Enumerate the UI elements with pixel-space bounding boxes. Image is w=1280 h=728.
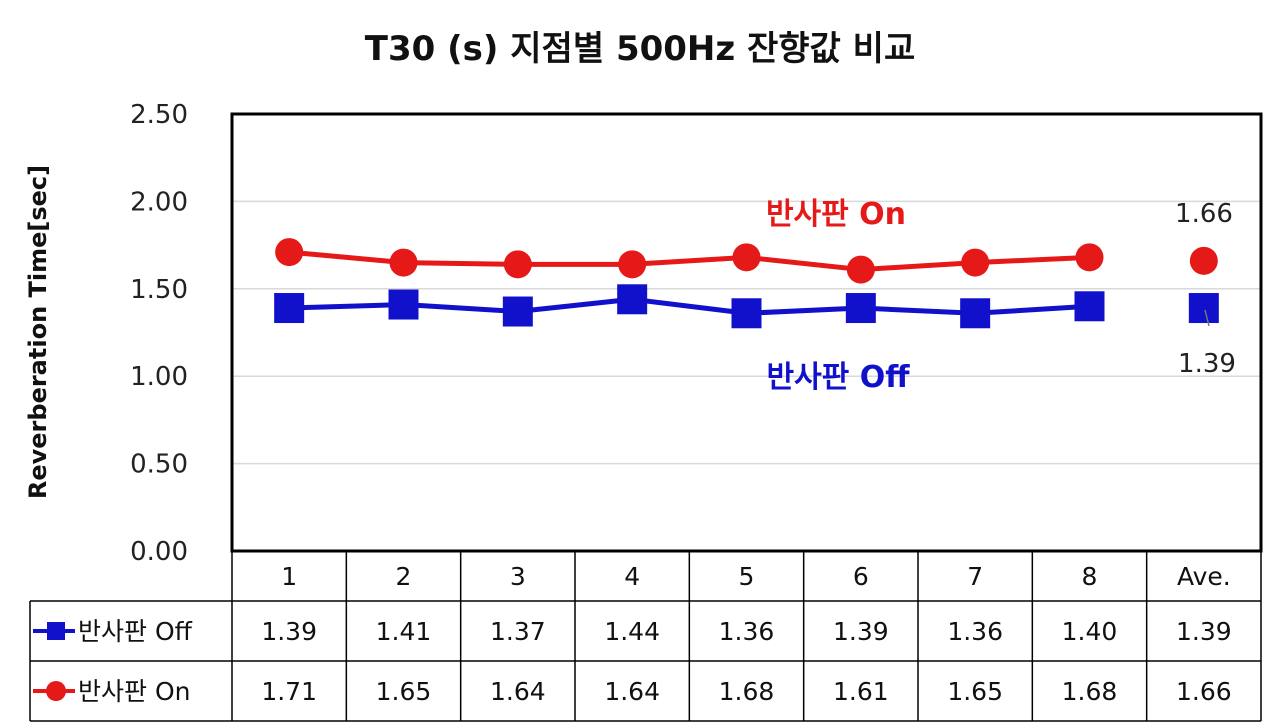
- series-annotation-off: 반사판 Off: [766, 360, 910, 395]
- x-tick-label: 1: [281, 562, 297, 591]
- table-cell: 1.66: [1176, 677, 1232, 706]
- y-tick-label: 2.00: [130, 187, 188, 217]
- series-layer: [274, 238, 1219, 329]
- data-point-circle: [503, 250, 532, 279]
- y-axis-label: Reverberation Time[sec]: [24, 165, 52, 499]
- data-point-square: [274, 293, 305, 324]
- table-cell: 1.39: [261, 617, 317, 646]
- x-tick-label: 4: [624, 562, 640, 591]
- table-cell: 1.64: [490, 677, 546, 706]
- data-point-square: [617, 284, 648, 315]
- legend-key-square: [47, 622, 65, 640]
- y-tick-label: 0.00: [130, 537, 188, 567]
- data-point-circle: [389, 248, 418, 277]
- data-point-square: [388, 289, 419, 320]
- table-cell: 1.61: [833, 677, 889, 706]
- table-cell: 1.41: [376, 617, 432, 646]
- legend-key-circle: [46, 681, 66, 701]
- data-point-square: [960, 298, 991, 329]
- data-point-square: [731, 298, 762, 329]
- table-cell: 1.36: [719, 617, 775, 646]
- data-point-circle: [1075, 243, 1104, 272]
- ave-off-leader-line: [1204, 309, 1210, 327]
- table-cell: 1.71: [261, 677, 317, 706]
- ave-on-data-label: 1.66: [1175, 199, 1233, 229]
- table-cell: 1.40: [1062, 617, 1118, 646]
- y-tick-labels: 0.00 0.50 1.00 1.50 2.00 2.50: [130, 100, 188, 567]
- legend-label: 반사판 On: [78, 677, 190, 706]
- series-annotation-on: 반사판 On: [766, 197, 906, 232]
- data-point-circle: [961, 248, 990, 277]
- x-tick-label: 6: [853, 562, 869, 591]
- table-cell: 1.39: [833, 617, 889, 646]
- plot-area-frame: [230, 112, 1263, 553]
- x-tick-label: 3: [510, 562, 526, 591]
- ave-off-data-label: 1.39: [1178, 349, 1236, 379]
- table-cell: 1.65: [376, 677, 432, 706]
- table-cell: 1.44: [604, 617, 660, 646]
- series-line-0: [289, 296, 1090, 316]
- table-cell: 1.68: [1062, 677, 1118, 706]
- x-tick-label: 2: [396, 562, 412, 591]
- table-cell: 1.39: [1176, 617, 1232, 646]
- data-point-circle: [1189, 246, 1218, 275]
- series-line-1: [288, 249, 1090, 273]
- data-point-square: [845, 293, 876, 324]
- y-tick-label: 0.50: [130, 450, 188, 480]
- data-point-circle: [275, 238, 304, 267]
- legend-label: 반사판 Off: [78, 617, 193, 646]
- chart-title: T30 (s) 지점별 500Hz 잔향값 비교: [365, 29, 915, 69]
- table-cell: 1.65: [947, 677, 1003, 706]
- data-table: 1 2 3 4 5 6 7 8 Ave. 반사판 Off 1.39 1.41 1.37 1.44 1.36 1…: [29, 550, 1262, 722]
- x-tick-label: 8: [1082, 562, 1098, 591]
- grid-lines: [232, 200, 1261, 465]
- table-cell: 1.37: [490, 617, 546, 646]
- x-tick-label: Ave.: [1177, 562, 1231, 591]
- data-point-square: [1074, 291, 1105, 322]
- table-cell: 1.68: [719, 677, 775, 706]
- y-tick-label: 1.50: [130, 275, 188, 305]
- data-point-square: [502, 296, 533, 327]
- data-point-circle: [618, 250, 647, 279]
- table-cell: 1.64: [604, 677, 660, 706]
- table-cell: 1.36: [947, 617, 1003, 646]
- y-tick-label: 2.50: [130, 100, 188, 130]
- data-point-square: [1188, 293, 1219, 324]
- x-tick-label: 5: [739, 562, 755, 591]
- data-point-circle: [732, 243, 761, 272]
- x-tick-label: 7: [967, 562, 983, 591]
- data-point-circle: [846, 255, 875, 284]
- y-tick-label: 1.00: [130, 362, 188, 392]
